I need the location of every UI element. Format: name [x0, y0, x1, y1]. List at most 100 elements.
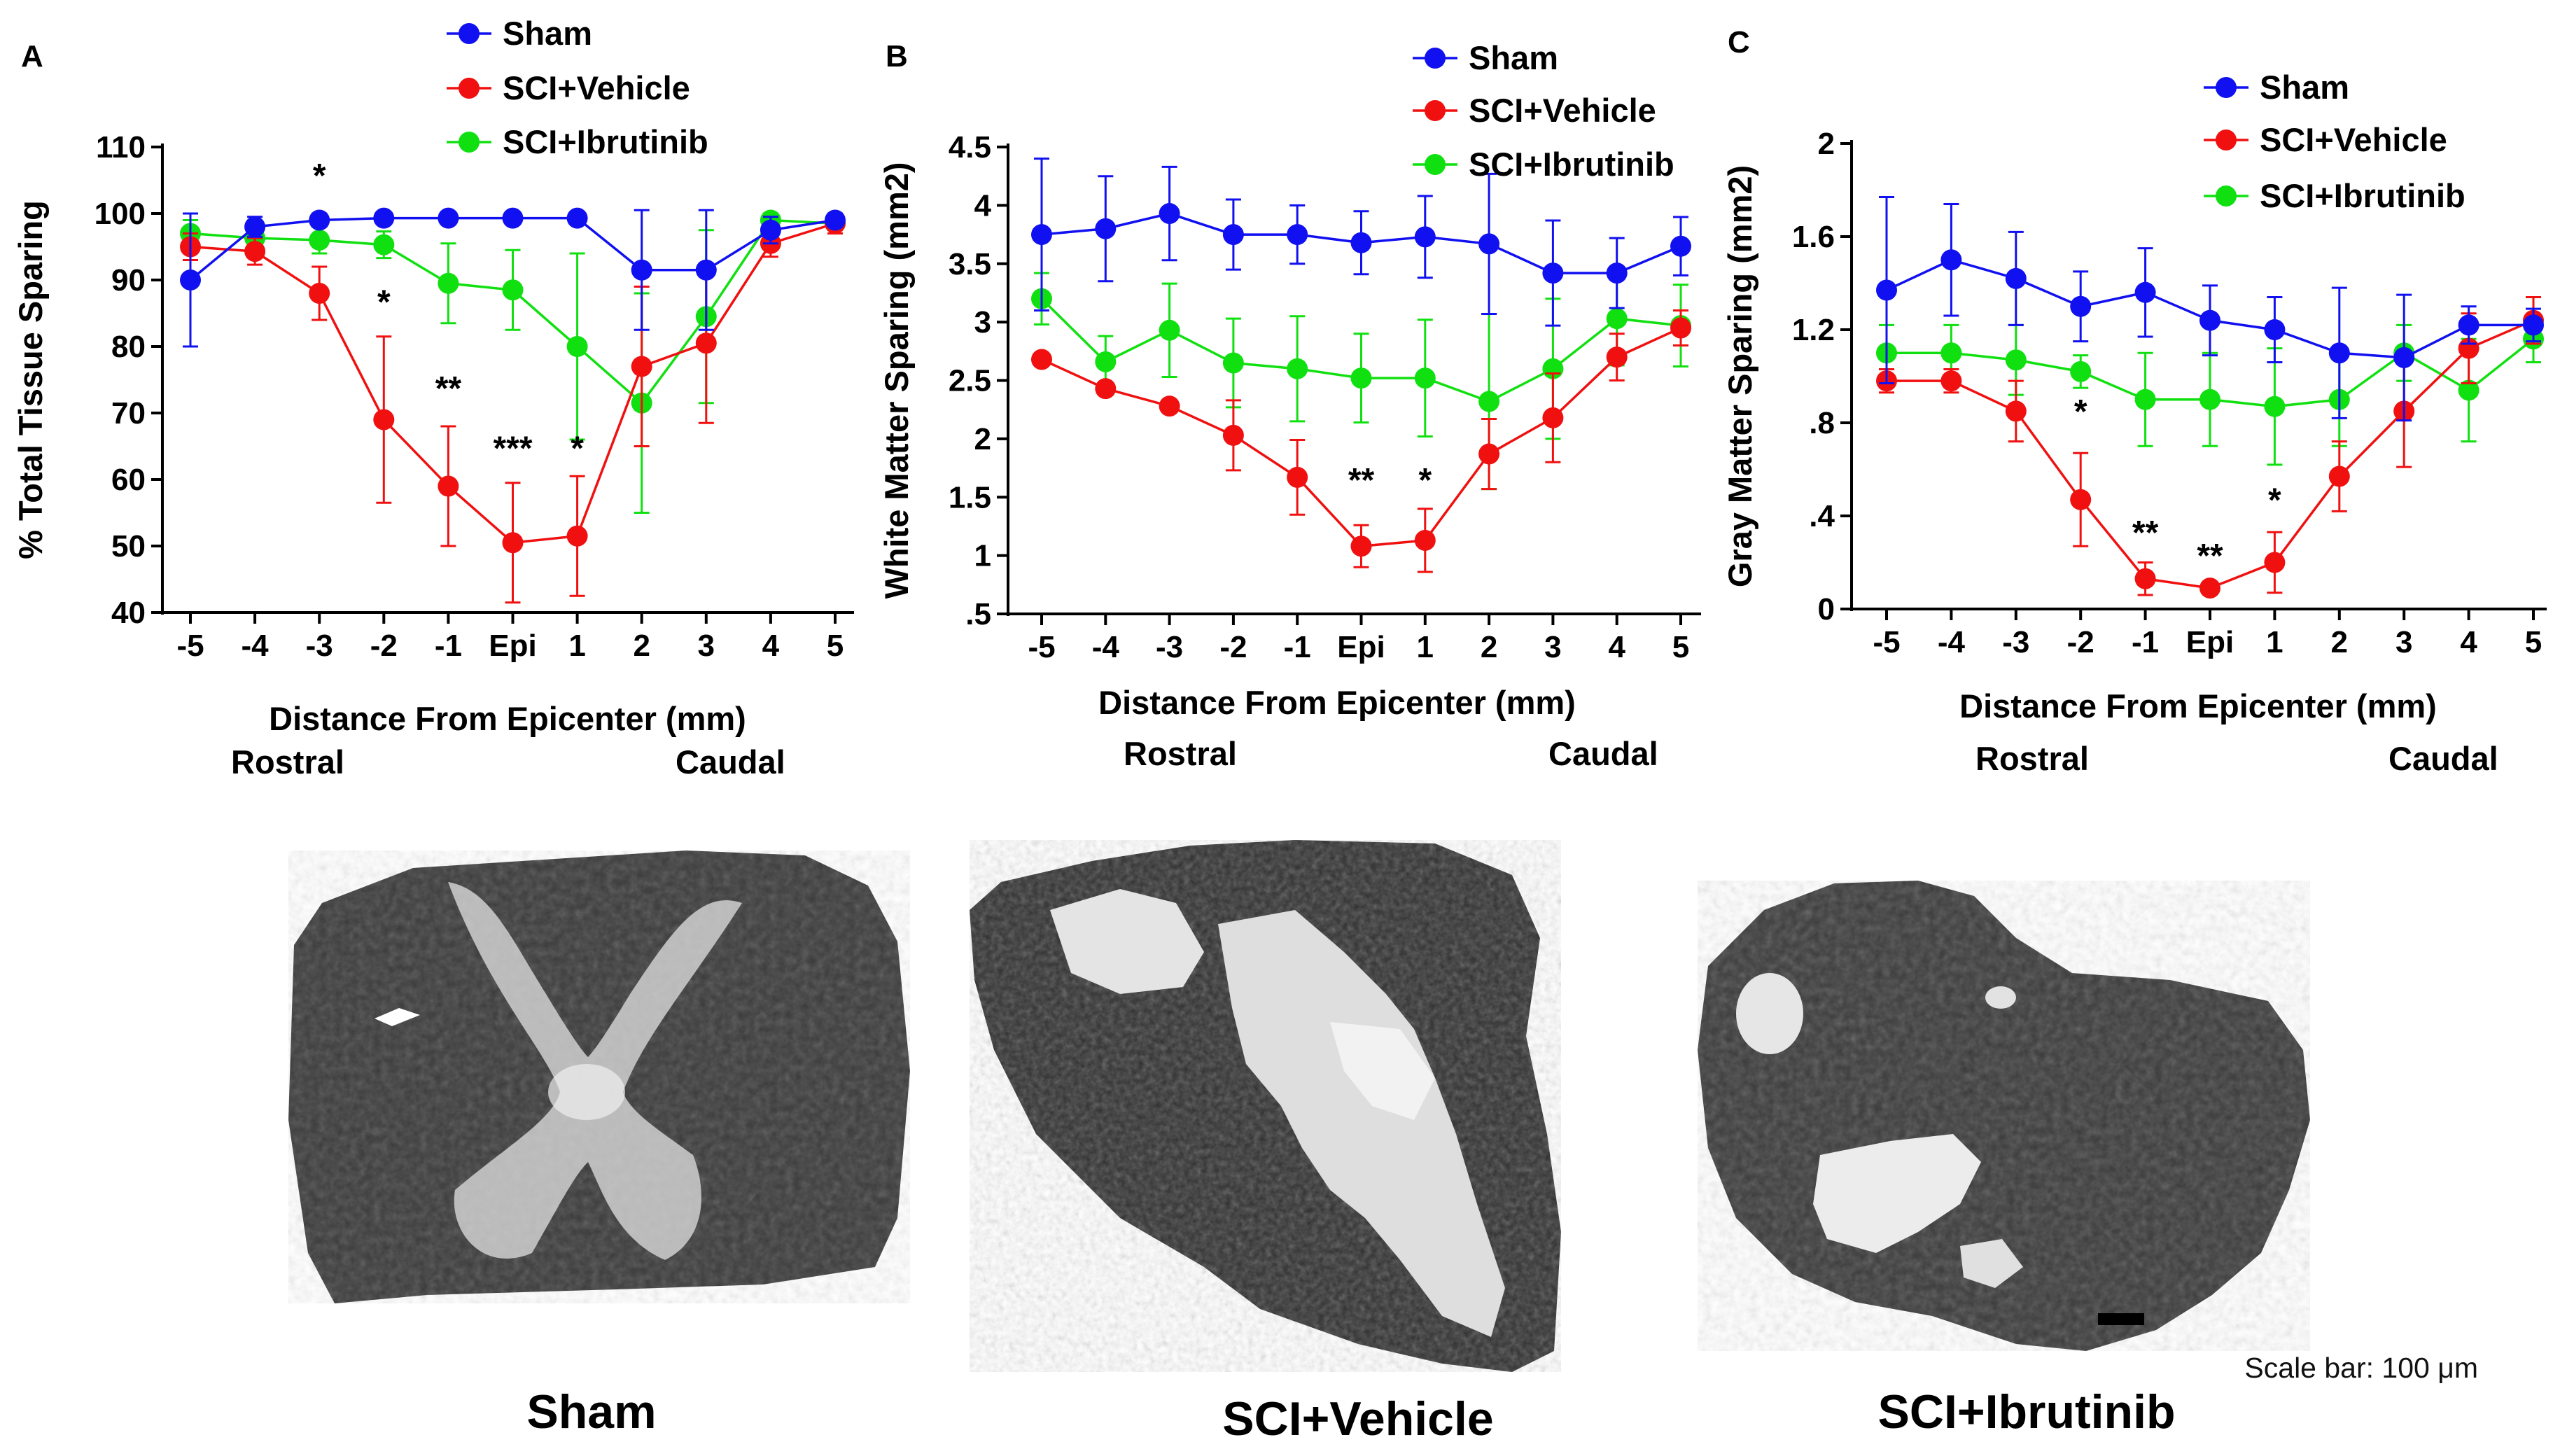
data-point — [373, 234, 395, 255]
data-point — [373, 409, 395, 430]
data-point — [1031, 349, 1052, 370]
data-point — [1876, 279, 1897, 301]
legend-label-sham: Sham — [2260, 69, 2349, 106]
y-axis-title: % Total Tissue Sparing — [12, 200, 49, 559]
x-tick-label: 1 — [2266, 625, 2283, 659]
data-point — [1222, 424, 1244, 446]
x-tick-label: 2 — [633, 629, 650, 663]
data-point — [2199, 578, 2220, 599]
x-tick-label: 2 — [2331, 625, 2348, 659]
rostral-label: Rostral — [1124, 735, 1237, 772]
data-point — [566, 207, 588, 229]
data-point — [1542, 262, 1564, 284]
data-point — [695, 259, 717, 281]
legend-marker-vehicle — [459, 78, 480, 99]
data-point — [1095, 218, 1117, 239]
data-point — [1478, 443, 1500, 465]
data-point — [2264, 396, 2286, 417]
x-tick-label: 1 — [568, 629, 585, 663]
data-point — [1287, 224, 1308, 246]
x-tick-label: -4 — [242, 629, 270, 663]
x-axis-title: Distance From Epicenter (mm) — [1098, 684, 1576, 721]
data-point — [309, 209, 330, 231]
data-point — [1940, 342, 1962, 364]
data-point — [1542, 407, 1564, 428]
rostral-label: Rostral — [231, 743, 344, 780]
x-tick-label: 4 — [1608, 630, 1625, 664]
y-tick-label: 90 — [111, 263, 146, 298]
y-tick-label: 70 — [111, 396, 146, 430]
y-tick-label: 2 — [974, 422, 991, 456]
data-point — [631, 356, 652, 377]
x-tick-label: -1 — [435, 629, 462, 663]
y-tick-label: .4 — [1809, 499, 1835, 533]
data-point — [2070, 295, 2092, 317]
data-point — [2328, 342, 2350, 364]
y-tick-label: 2 — [1818, 127, 1835, 161]
significance-marker: ** — [2132, 514, 2159, 552]
data-point — [2458, 379, 2479, 401]
legend-label-vehicle: SCI+Vehicle — [503, 69, 690, 106]
legend-marker-ibrutinib — [2216, 186, 2237, 206]
data-point — [1159, 203, 1180, 225]
data-point — [2264, 552, 2286, 573]
y-tick-label: 3.5 — [949, 247, 991, 281]
chart-panel-c: C 0 .4 .8 1.2 1.6 2 -5 -4 -3 -2 -1 Epi 1 2 3 4 5 Gray Matt… — [1721, 25, 2547, 777]
data-point — [1222, 224, 1244, 246]
x-tick-label: -5 — [176, 629, 204, 663]
data-point — [1606, 308, 1628, 330]
data-point — [2134, 281, 2156, 303]
x-tick-label: -3 — [306, 629, 333, 663]
legend-label-vehicle: SCI+Vehicle — [2260, 121, 2447, 158]
x-tick-label: Epi — [489, 629, 536, 663]
x-tick-label: -5 — [1873, 625, 1900, 659]
y-tick-label: 3 — [974, 305, 991, 340]
legend-marker-ibrutinib — [1425, 154, 1446, 175]
scale-bar-label: Scale bar: 100 μm — [2244, 1352, 2478, 1384]
data-point — [309, 230, 330, 251]
x-tick-label: -4 — [1092, 630, 1120, 664]
x-tick-label: 4 — [762, 629, 780, 663]
data-point — [1159, 396, 1180, 417]
data-point — [1222, 352, 1244, 374]
y-axis-title: White Matter Sparing (mm2) — [878, 162, 915, 598]
y-tick-label: .5 — [965, 597, 991, 631]
y-tick-label: 1.5 — [949, 480, 991, 514]
data-point — [2070, 360, 2092, 382]
data-point — [244, 216, 266, 237]
data-point — [1095, 378, 1117, 400]
data-point — [1350, 536, 1372, 557]
x-tick-label: 3 — [698, 629, 715, 663]
data-point — [1031, 224, 1052, 246]
data-point — [631, 259, 652, 281]
data-point — [1670, 235, 1691, 257]
data-point — [1478, 233, 1500, 255]
significance-marker: ** — [435, 370, 462, 407]
data-point — [2070, 489, 2092, 510]
scale-bar — [2098, 1313, 2144, 1325]
data-point — [2134, 568, 2156, 589]
y-tick-label: 4.5 — [949, 130, 991, 164]
legend-label-sham: Sham — [1469, 39, 1558, 76]
significance-marker: * — [571, 430, 584, 468]
legend-marker-vehicle — [1425, 100, 1446, 121]
caudal-label: Caudal — [1548, 735, 1658, 772]
y-tick-label: 100 — [95, 197, 146, 231]
x-axis-title: Distance From Epicenter (mm) — [269, 700, 746, 737]
data-point — [309, 283, 330, 304]
legend-marker-ibrutinib — [459, 132, 480, 153]
x-tick-label: Epi — [2186, 625, 2234, 659]
x-tick-label: -1 — [2132, 625, 2159, 659]
caudal-label: Caudal — [2388, 740, 2498, 777]
x-tick-label: -2 — [2067, 625, 2094, 659]
data-point — [502, 207, 524, 229]
legend-marker-sham — [459, 23, 480, 44]
data-point — [760, 219, 781, 241]
y-tick-label: 4 — [974, 188, 992, 223]
rostral-label: Rostral — [1975, 740, 2089, 777]
y-tick-label: 40 — [111, 596, 146, 630]
data-point — [1350, 232, 1372, 253]
data-point — [2199, 309, 2220, 331]
series-vehicle — [1031, 309, 1691, 573]
